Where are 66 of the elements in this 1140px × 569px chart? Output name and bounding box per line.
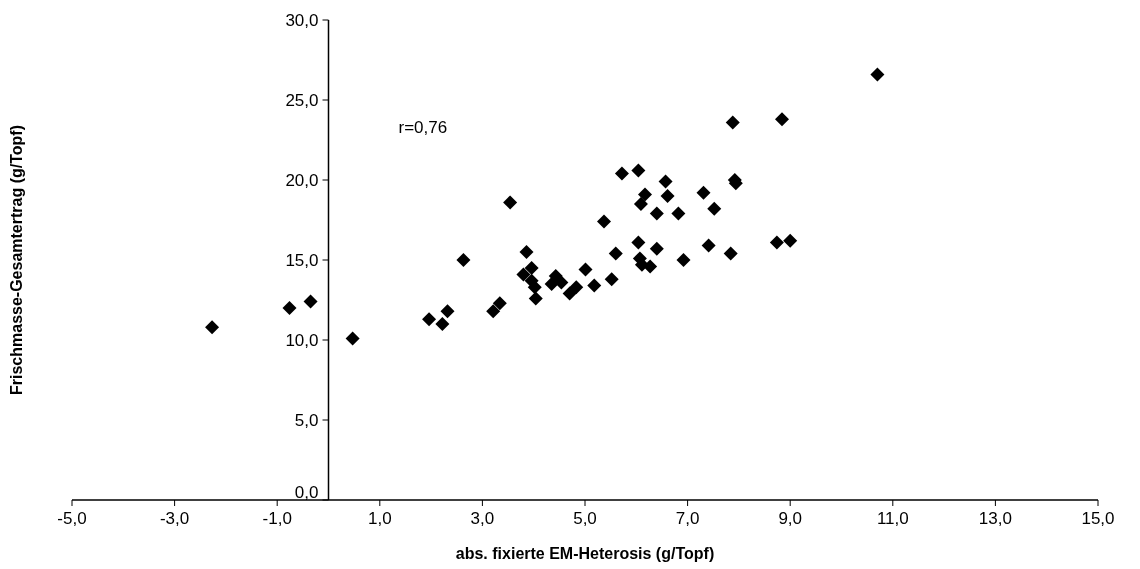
point xyxy=(638,187,653,202)
x-tick-label: 13,0 xyxy=(978,509,1012,528)
point xyxy=(774,112,789,127)
y-tick-label: 10,0 xyxy=(285,330,319,350)
x-tick-label: 15,0 xyxy=(1081,509,1115,528)
point xyxy=(422,312,437,327)
point xyxy=(303,294,318,309)
point xyxy=(658,174,673,189)
y-tick-label: 0,0 xyxy=(294,482,319,502)
point xyxy=(608,246,623,261)
point xyxy=(596,214,611,229)
y-axis-title: Frischmasse-Gesamtertrag (g/Topf) xyxy=(8,125,25,395)
point xyxy=(554,275,569,290)
point xyxy=(783,233,798,248)
point xyxy=(519,245,534,259)
point xyxy=(516,267,531,282)
x-tick-label: 1,0 xyxy=(367,509,392,528)
point xyxy=(769,235,784,250)
point xyxy=(492,296,507,311)
point xyxy=(205,320,220,335)
point xyxy=(503,195,518,210)
x-axis-title: abs. fixierte EM-Heterosis (g/Topf) xyxy=(455,545,715,562)
point xyxy=(345,331,360,346)
point xyxy=(660,189,675,203)
point xyxy=(435,317,450,331)
point xyxy=(671,206,686,221)
point xyxy=(725,115,740,130)
point xyxy=(527,280,542,295)
point xyxy=(569,280,584,295)
point xyxy=(723,246,738,261)
point xyxy=(643,259,658,274)
point xyxy=(631,163,646,178)
y-tick-label: 25,0 xyxy=(285,90,319,110)
point xyxy=(440,304,455,319)
point xyxy=(282,301,297,315)
point xyxy=(701,238,716,253)
x-tick-label: -5,0 xyxy=(57,509,87,528)
point xyxy=(587,278,602,293)
point xyxy=(631,235,646,250)
point xyxy=(614,166,629,181)
x-tick-label: -1,0 xyxy=(262,509,292,528)
y-tick-label: 30,0 xyxy=(285,10,319,30)
point xyxy=(870,67,885,82)
x-tick-label: 9,0 xyxy=(778,509,803,528)
point xyxy=(578,262,593,277)
point xyxy=(633,197,648,211)
point xyxy=(707,201,722,216)
x-tick-label: 3,0 xyxy=(470,509,495,528)
y-tick-label: 20,0 xyxy=(285,170,319,190)
x-tick-label: -3,0 xyxy=(159,509,190,528)
y-tick-label: 15,0 xyxy=(285,250,319,270)
point xyxy=(649,241,664,256)
point xyxy=(524,261,539,275)
point xyxy=(528,291,543,306)
point xyxy=(562,286,577,301)
annotation: r=0,76 xyxy=(398,118,448,137)
point xyxy=(649,206,664,221)
x-tick-label: 7,0 xyxy=(675,509,700,528)
point xyxy=(486,304,501,319)
point xyxy=(676,253,691,267)
point xyxy=(456,253,471,267)
point xyxy=(696,185,711,200)
point xyxy=(604,272,619,287)
x-tick-label: 11,0 xyxy=(876,509,909,528)
x-tick-label: 5,0 xyxy=(573,509,597,528)
y-tick-label: 5,0 xyxy=(294,410,319,430)
